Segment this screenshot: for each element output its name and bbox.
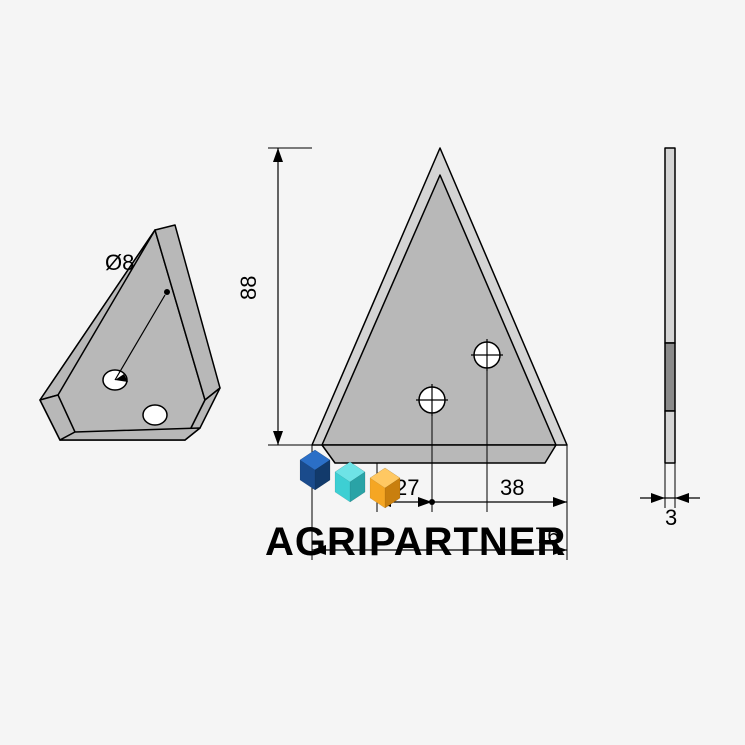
drawing-stage: Ø8 88 27 38 xyxy=(0,0,745,745)
dim-thickness: 3 xyxy=(665,505,677,530)
dim-height: 88 xyxy=(236,276,261,300)
side-view: 3 xyxy=(640,148,700,530)
technical-drawing: Ø8 88 27 38 xyxy=(0,0,745,745)
dim-right-offset: 38 xyxy=(500,475,524,500)
diameter-label: Ø8 xyxy=(105,250,134,275)
brand-text: AGRIPARTNER xyxy=(265,520,566,564)
isometric-view: Ø8 xyxy=(40,225,220,440)
front-view xyxy=(312,148,567,463)
